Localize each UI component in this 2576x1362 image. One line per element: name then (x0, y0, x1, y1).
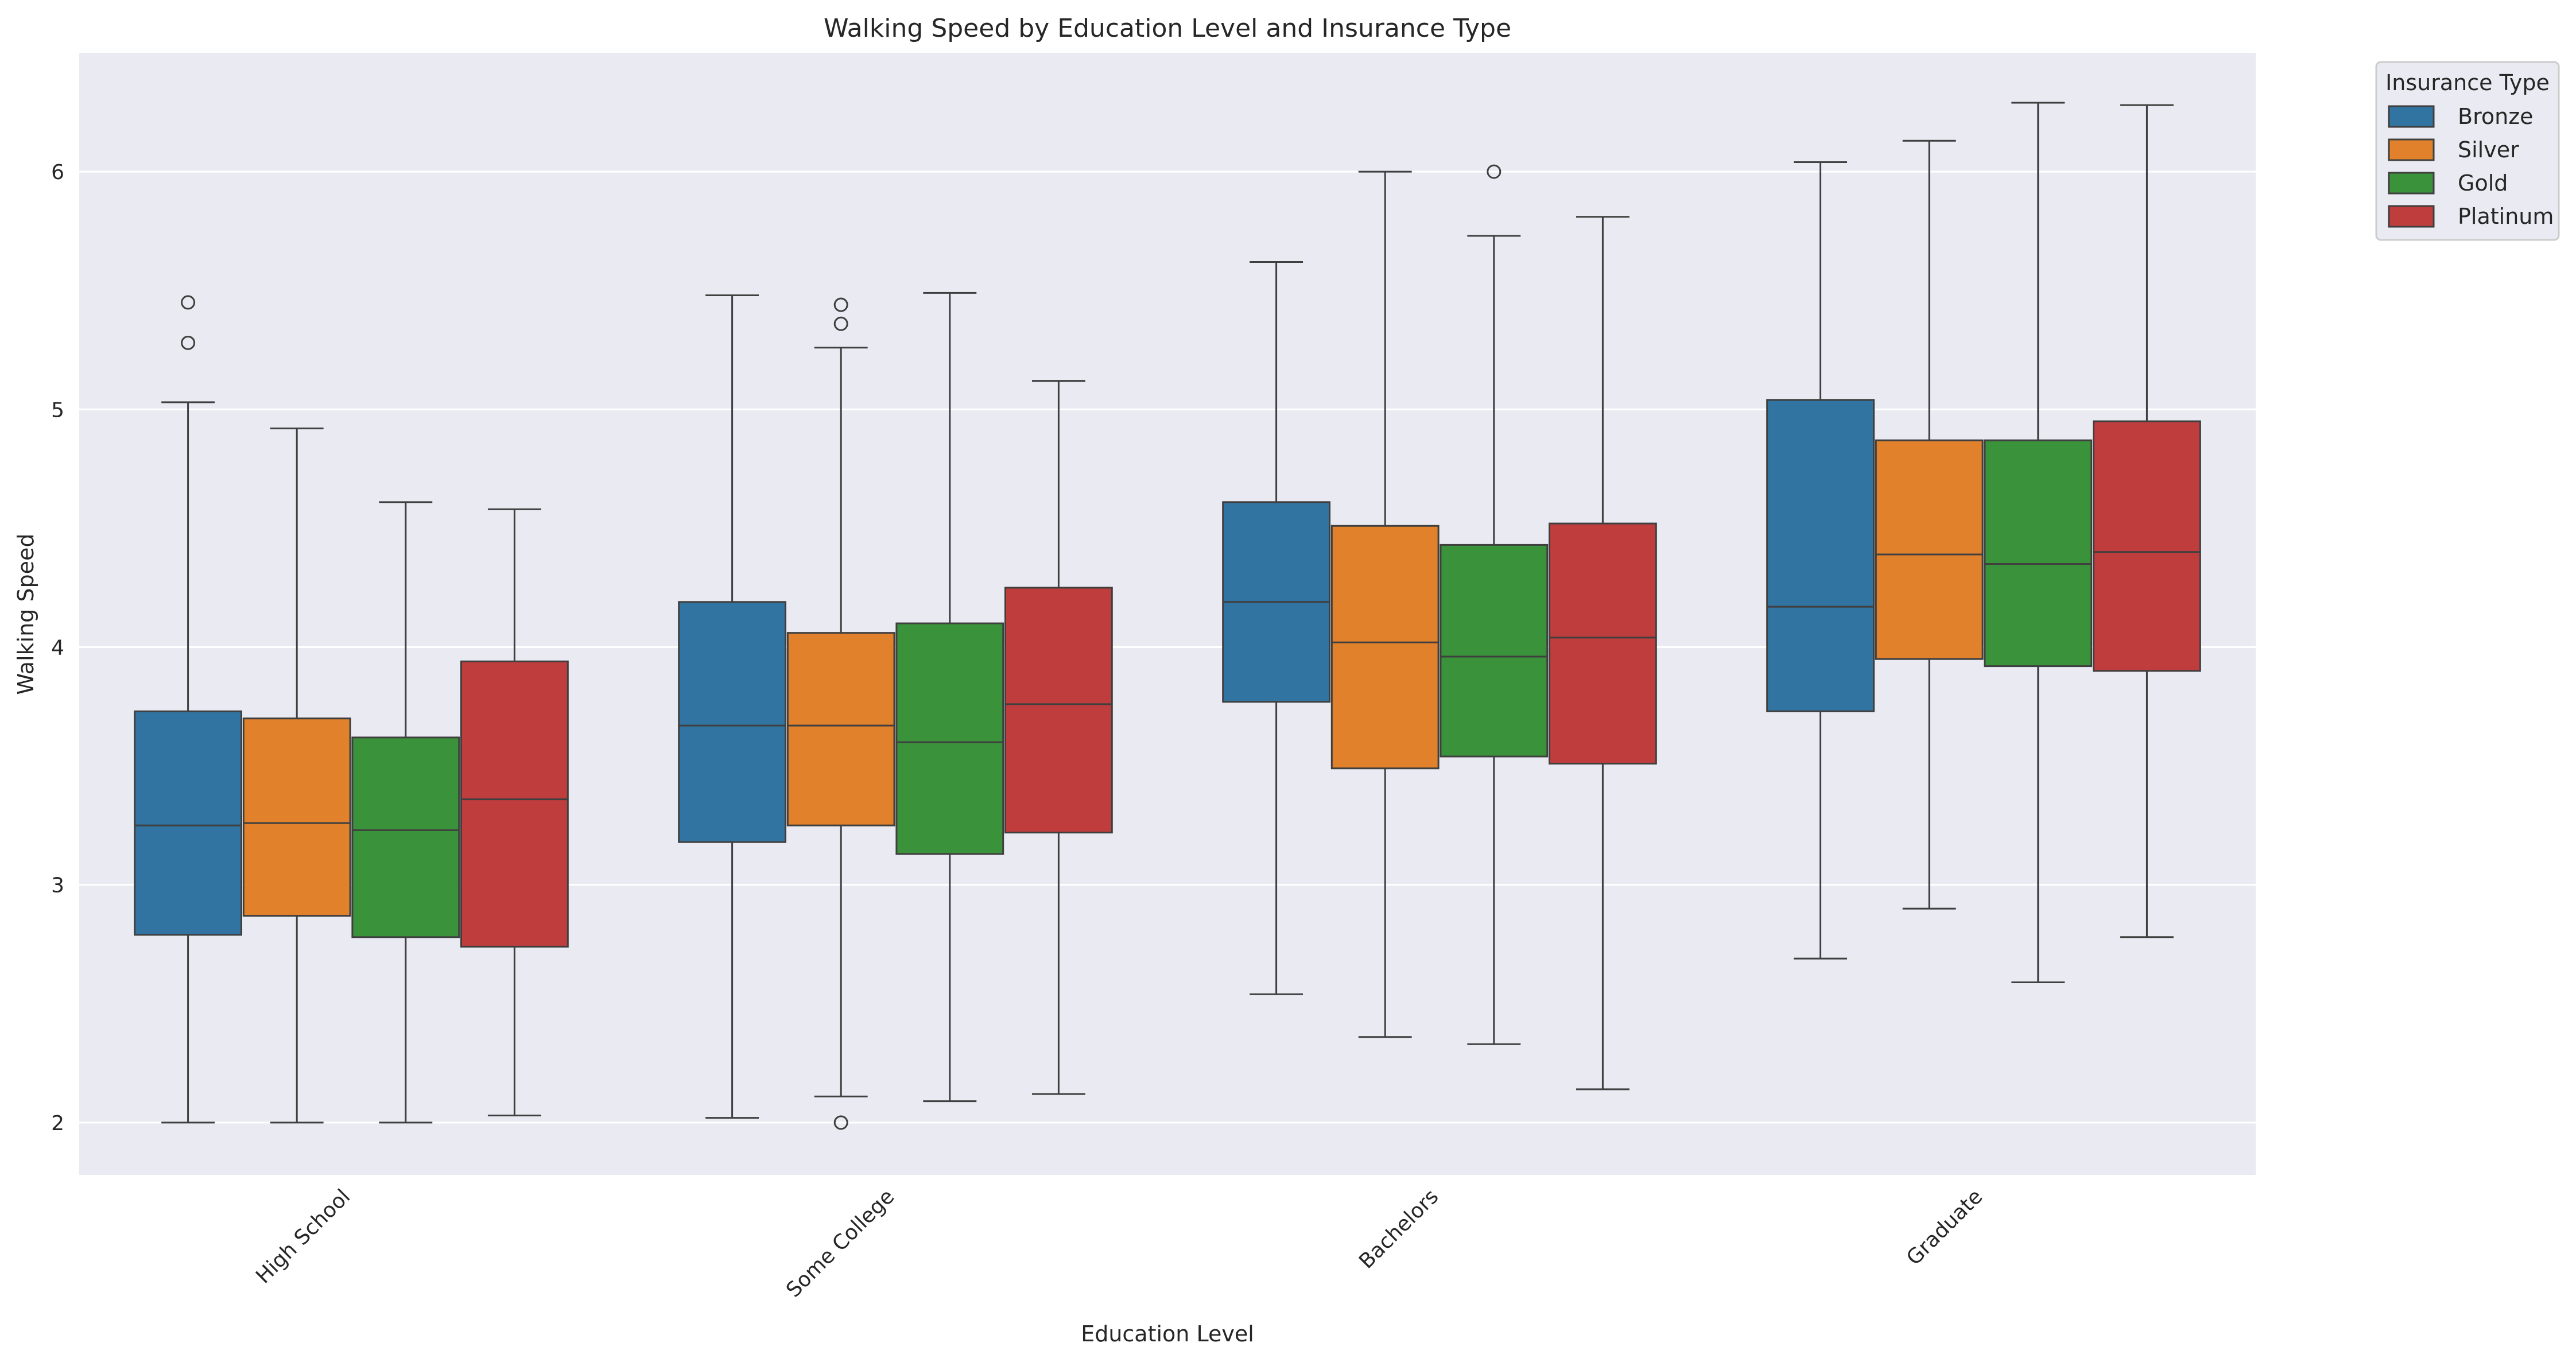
box-iqr (1766, 399, 1875, 712)
box-bronze-1 (678, 294, 787, 1119)
box-platinum-3 (2092, 104, 2201, 938)
outlier-point (833, 297, 848, 312)
legend-item-platinum: Platinum (2388, 204, 2554, 229)
box-gold-0 (351, 501, 460, 1124)
box-iqr (460, 660, 569, 948)
box-gold-1 (895, 292, 1004, 1103)
box-silver-0 (242, 427, 351, 1124)
legend-item-bronze: Bronze (2388, 104, 2534, 129)
box-iqr (134, 710, 243, 936)
box-iqr (351, 736, 460, 938)
outlier-point (181, 295, 196, 310)
box-iqr (1548, 522, 1657, 765)
box-iqr (242, 717, 351, 917)
legend-title: Insurance Type (2385, 70, 2550, 95)
box-iqr (1875, 439, 1984, 660)
y-tick-label: 2 (51, 1112, 64, 1135)
box-platinum-0 (460, 508, 569, 1116)
legend-item-gold: Gold (2388, 170, 2508, 196)
legend: Insurance Type Bronze Silver Gold Platinum (2375, 61, 2560, 241)
outlier-point (1487, 164, 1502, 179)
box-bronze-2 (1222, 261, 1331, 995)
chart-title: Walking Speed by Education Level and Ins… (824, 14, 1511, 43)
outlier-point (181, 335, 196, 350)
box-silver-1 (786, 297, 895, 1130)
legend-label: Silver (2458, 137, 2519, 162)
y-tick-label: 4 (51, 636, 64, 659)
box-iqr (1330, 525, 1440, 770)
y-tick-label: 3 (51, 874, 64, 898)
box-silver-3 (1875, 139, 1984, 910)
box-iqr (895, 622, 1004, 855)
box-iqr (786, 632, 895, 826)
box-iqr (1984, 439, 2093, 668)
legend-swatch (2388, 172, 2435, 195)
legend-item-silver: Silver (2388, 137, 2519, 162)
box-iqr (678, 601, 787, 843)
outlier-point (833, 1115, 848, 1130)
legend-label: Gold (2458, 170, 2508, 196)
box-platinum-1 (1004, 380, 1113, 1095)
box-gold-3 (1984, 102, 2093, 984)
box-iqr (1440, 544, 1549, 758)
box-iqr (1004, 587, 1113, 834)
y-tick-labels: 2 3 4 5 6 (51, 161, 64, 1135)
box-silver-2 (1330, 170, 1440, 1038)
box-bronze-0 (134, 295, 243, 1124)
outlier-point (833, 316, 848, 331)
box-platinum-2 (1548, 216, 1657, 1091)
y-axis-label: Walking Speed (13, 534, 38, 695)
y-tick-label: 5 (51, 398, 64, 422)
legend-items: Bronze Silver Gold Platinum (2388, 104, 2554, 229)
legend-swatch (2388, 205, 2435, 228)
legend-label: Bronze (2458, 104, 2534, 129)
box-iqr (2092, 420, 2201, 672)
legend-label: Platinum (2458, 204, 2554, 229)
y-tick-label: 6 (51, 161, 64, 184)
x-axis-label: Education Level (1081, 1321, 1254, 1347)
box-bronze-3 (1766, 161, 1875, 960)
boxes-layer (134, 102, 2201, 1130)
legend-swatch (2388, 105, 2435, 128)
box-gold-2 (1440, 164, 1549, 1045)
legend-swatch (2388, 138, 2435, 161)
